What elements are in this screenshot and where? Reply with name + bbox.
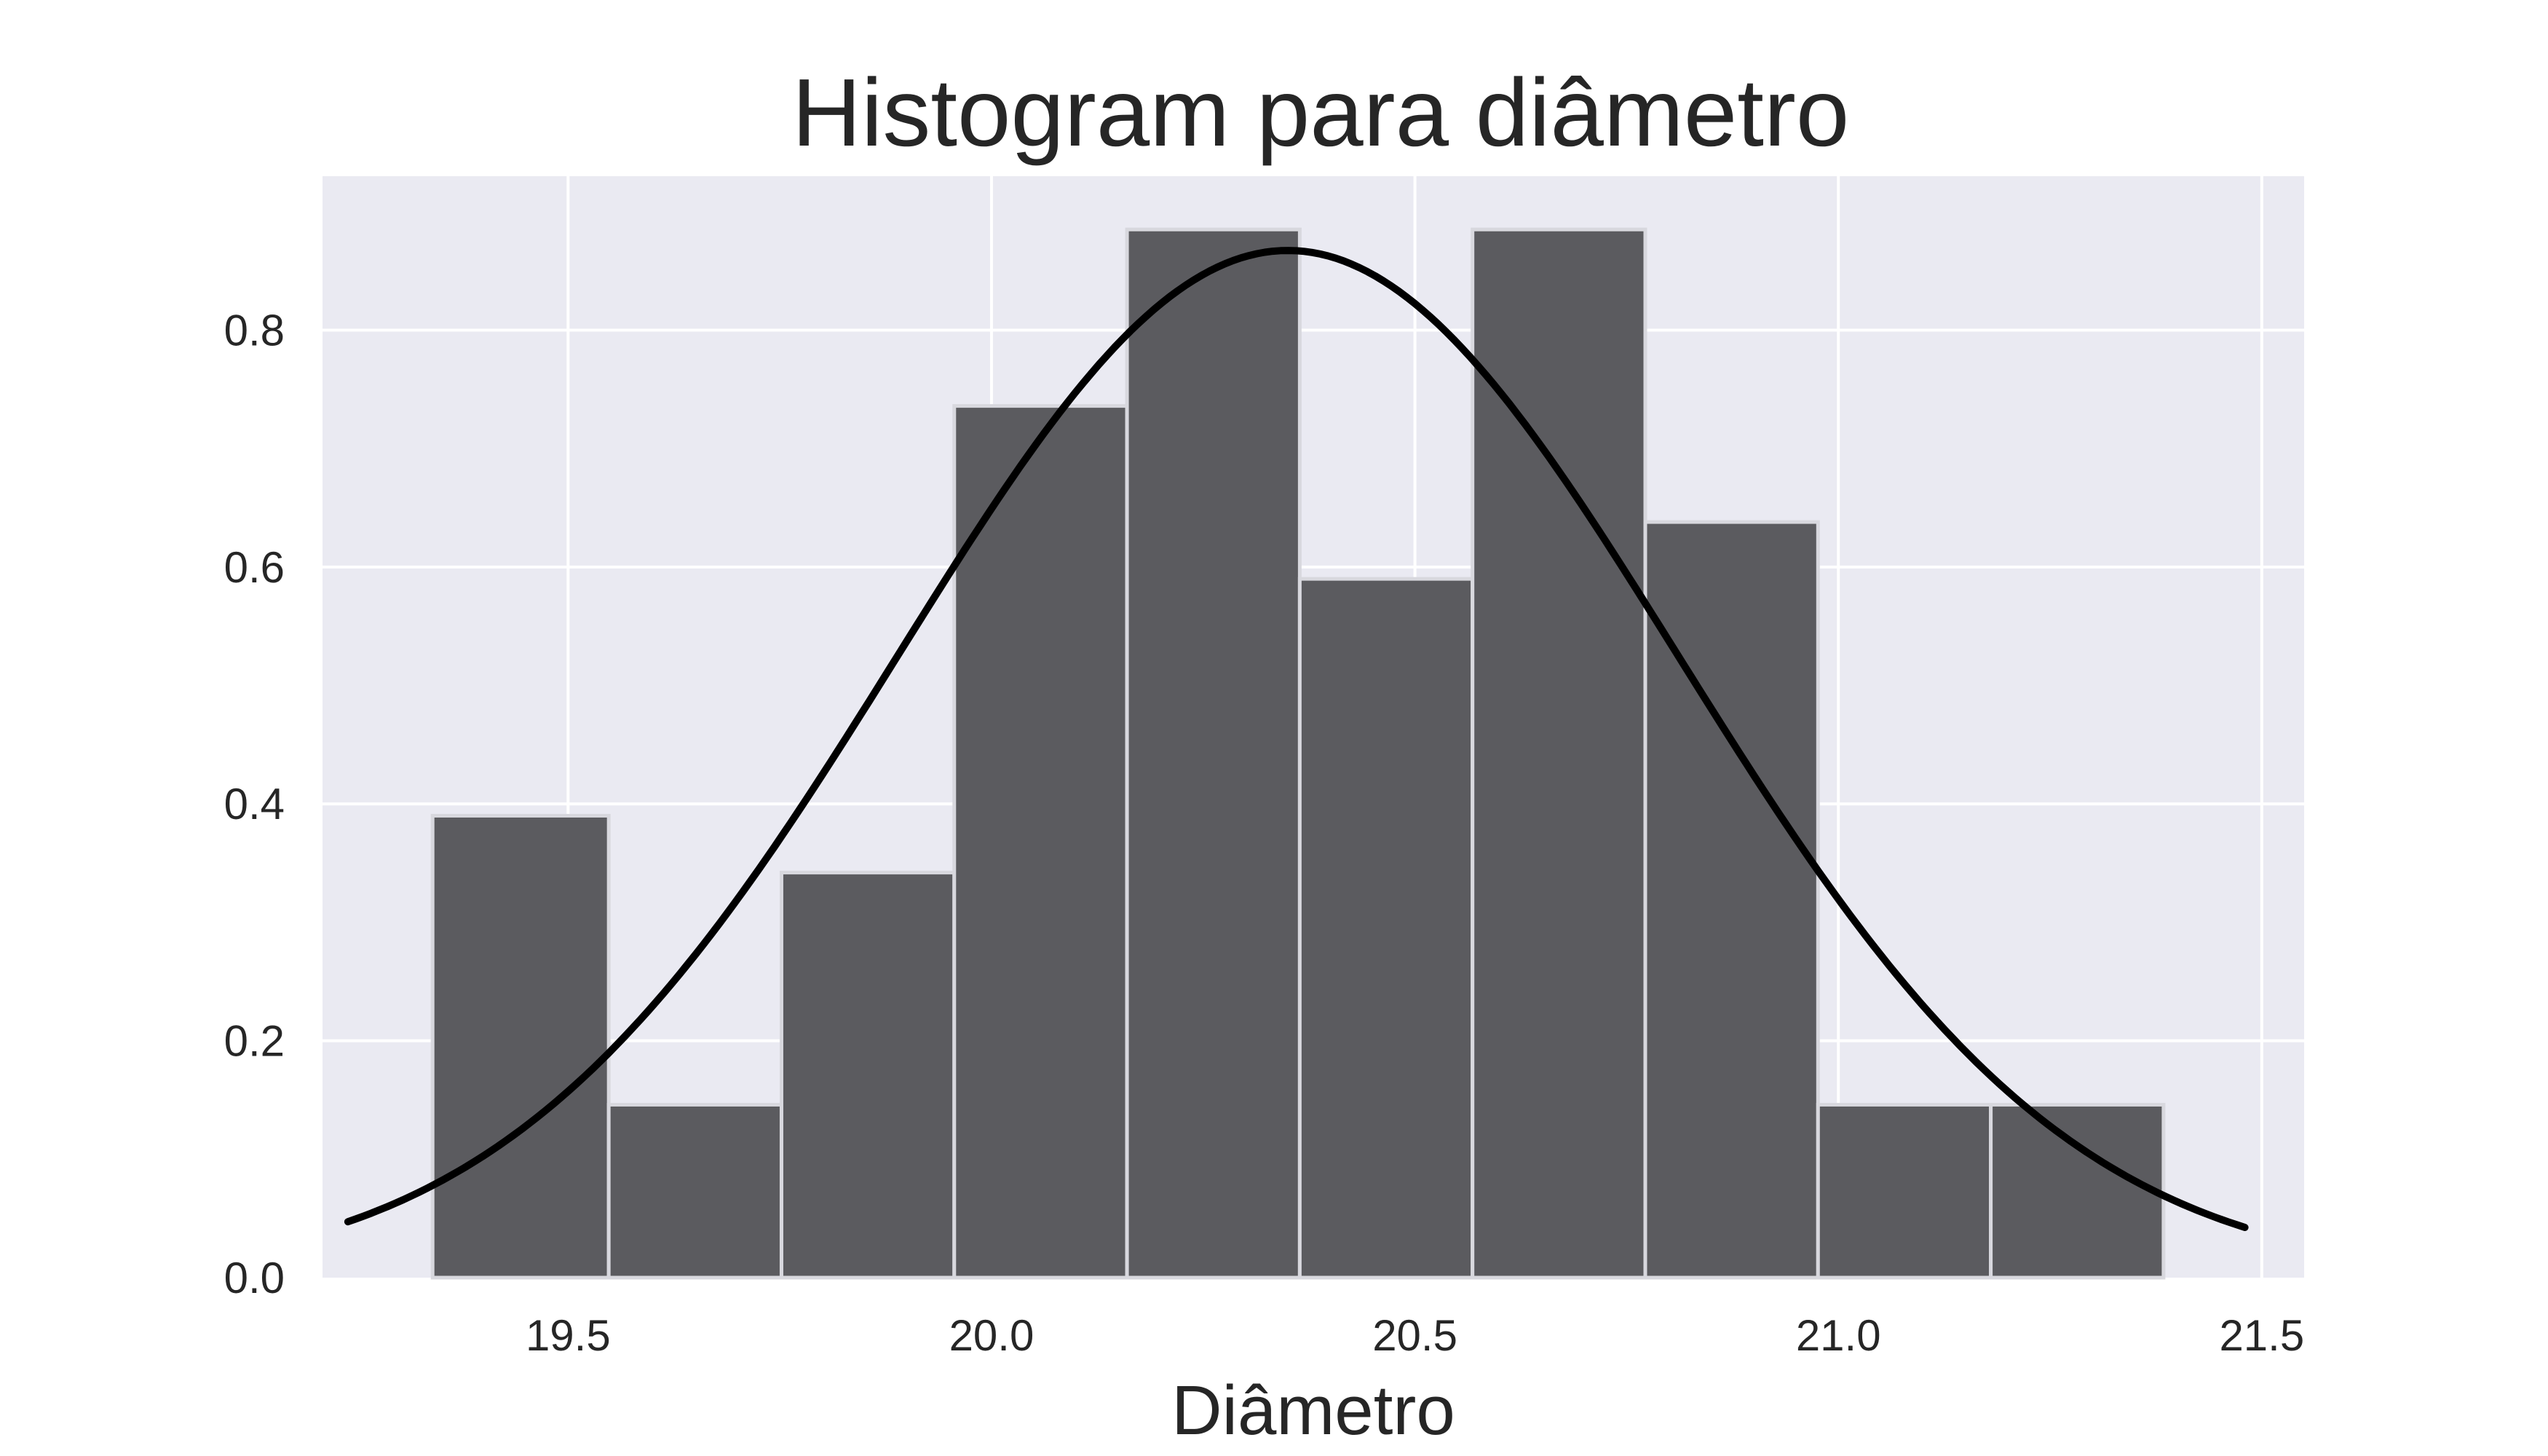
y-tick-label: 0.6 — [224, 543, 285, 592]
histogram-bar — [1643, 520, 1820, 1280]
y-tick-label: 0.2 — [224, 1017, 285, 1066]
density-curve — [344, 247, 2249, 1231]
x-tick-label: 21.0 — [1796, 1311, 1881, 1360]
y-tick-label: 0.0 — [224, 1254, 285, 1302]
x-tick-label: 20.0 — [949, 1311, 1034, 1360]
y-tick-label: 0.8 — [224, 306, 285, 355]
y-tick-label: 0.4 — [224, 780, 285, 828]
histogram-bar — [606, 1102, 783, 1280]
x-tick-labels: 19.5 20.0 20.5 21.0 21.5 — [526, 1311, 2304, 1360]
histogram-bar — [1297, 577, 1475, 1280]
histogram-bar — [779, 871, 957, 1280]
x-axis-label: Diâmetro — [1171, 1372, 1455, 1449]
histogram-bar — [1125, 227, 1302, 1280]
x-tick-label: 20.5 — [1372, 1311, 1457, 1360]
y-tick-labels: 0.0 0.2 0.4 0.6 0.8 — [224, 306, 285, 1302]
histogram-bar — [952, 404, 1129, 1280]
histogram-bar — [1816, 1102, 1993, 1280]
x-tick-label: 19.5 — [526, 1311, 611, 1360]
x-tick-label: 21.5 — [2219, 1311, 2304, 1360]
histogram-bar — [430, 814, 611, 1280]
histogram-bar — [1471, 227, 1647, 1280]
histogram-bars — [430, 227, 2166, 1280]
histogram-bar — [1989, 1102, 2166, 1280]
chart-title: Histogram para diâmetro — [792, 59, 1850, 166]
